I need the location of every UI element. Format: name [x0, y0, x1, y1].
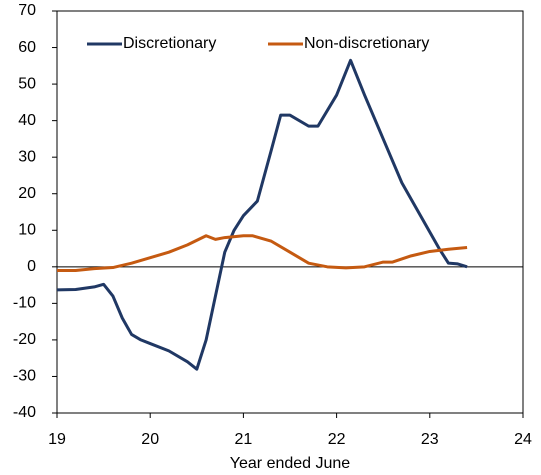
x-tick-label: 21 — [235, 431, 253, 448]
y-tick-label: 70 — [18, 2, 36, 19]
y-tick-label: 60 — [18, 39, 36, 56]
y-tick-label: -20 — [13, 331, 36, 348]
x-axis-label: Year ended June — [230, 455, 351, 472]
x-tick-label: 24 — [514, 431, 532, 448]
x-tick-label: 23 — [421, 431, 439, 448]
legend-label: Non-discretionary — [304, 35, 429, 52]
plot-frame — [56, 10, 524, 414]
y-tick-label: 10 — [18, 221, 36, 238]
series-line — [57, 234, 468, 272]
y-tick-label: 0 — [27, 258, 36, 275]
y-tick-label: 50 — [18, 75, 36, 92]
y-tick-label: -10 — [13, 295, 36, 312]
y-tick-label: -30 — [13, 368, 36, 385]
y-tick-label: 20 — [18, 185, 36, 202]
x-tick-label: 20 — [141, 431, 159, 448]
x-tick-label: 22 — [328, 431, 346, 448]
y-tick-label: 30 — [18, 148, 36, 165]
y-tick-label: -40 — [13, 404, 36, 421]
legend-label: Discretionary — [123, 35, 216, 52]
series-line — [56, 58, 468, 371]
x-tick-label: 19 — [48, 431, 66, 448]
y-tick-label: 40 — [18, 112, 36, 129]
